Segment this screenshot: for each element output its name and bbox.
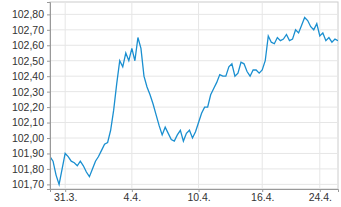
y-tick-label: 102,10 <box>12 116 44 128</box>
price-line <box>50 17 338 184</box>
y-tick-mark <box>47 153 50 154</box>
y-tick-label: 102,40 <box>12 70 44 82</box>
y-tick-mark <box>47 169 50 170</box>
y-tick: 102,30 <box>12 85 50 97</box>
x-tick: 16.4. <box>251 189 274 203</box>
y-tick-mark <box>47 92 50 93</box>
x-tick-label: 4.4. <box>124 191 142 203</box>
y-tick: 101,90 <box>12 147 50 159</box>
y-tick: 102,50 <box>12 55 50 67</box>
y-tick: 102,40 <box>12 70 50 82</box>
x-tick-label: 10.4. <box>187 191 210 203</box>
x-tick-label: 16.4. <box>251 191 274 203</box>
y-tick-mark <box>47 61 50 62</box>
y-tick: 102,70 <box>12 24 50 36</box>
y-tick-mark <box>47 14 50 15</box>
grid-line-y <box>50 138 338 139</box>
y-tick-mark <box>47 184 50 185</box>
x-tick: 24.4. <box>309 189 332 203</box>
y-tick: 102,60 <box>12 39 50 51</box>
grid-line-y <box>50 122 338 123</box>
y-tick-label: 102,50 <box>12 55 44 67</box>
y-tick-mark <box>47 123 50 124</box>
y-tick: 101,80 <box>12 163 50 175</box>
grid-line-y <box>50 76 338 77</box>
grid-line-y <box>50 153 338 154</box>
y-tick-label: 102,60 <box>12 39 44 51</box>
x-tick: 4.4. <box>124 189 142 203</box>
plot: 101,70 101,80 101,90 102,00 102,10 102,20 102,… <box>12 2 339 203</box>
y-tick-label: 101,70 <box>12 178 44 190</box>
y-tick-label: 101,90 <box>12 147 44 159</box>
grid-line-y <box>50 45 338 46</box>
y-tick-label: 102,70 <box>12 24 44 36</box>
y-tick: 102,00 <box>12 132 50 144</box>
x-tick: 31.3. <box>54 189 77 203</box>
x-tick-label: 31.3. <box>54 191 77 203</box>
y-tick-mark <box>47 45 50 46</box>
y-tick-mark <box>47 76 50 77</box>
y-tick-label: 102,20 <box>12 101 44 113</box>
y-tick: 102,80 <box>12 8 50 20</box>
grid-line-y <box>50 107 338 108</box>
y-axis-line <box>47 3 51 190</box>
grid-line-y <box>50 184 338 185</box>
y-tick-label: 101,80 <box>12 163 44 175</box>
y-tick: 102,10 <box>12 116 50 128</box>
x-tick: 10.4. <box>187 189 210 203</box>
y-tick-mark <box>47 138 50 139</box>
y-tick-label: 102,80 <box>12 8 44 20</box>
y-tick-mark <box>47 30 50 31</box>
y-tick-mark <box>47 107 50 108</box>
x-tick-label: 24.4. <box>309 191 332 203</box>
grid-line-y <box>50 60 338 61</box>
y-axis: 101,70 101,80 101,90 102,00 102,10 102,20 102,… <box>12 3 51 191</box>
y-tick: 101,70 <box>12 178 50 190</box>
y-tick-label: 102,00 <box>12 132 44 144</box>
marks <box>50 17 338 184</box>
plot-frame <box>50 2 338 189</box>
y-tick-label: 102,30 <box>12 85 44 97</box>
grid-line-y <box>50 91 338 92</box>
grid-line-y <box>50 14 338 15</box>
x-axis: 31.3. 4.4. 10.4. 16.4. 24.4. <box>51 189 339 203</box>
y-tick: 102,20 <box>12 101 50 113</box>
grid <box>50 2 338 189</box>
